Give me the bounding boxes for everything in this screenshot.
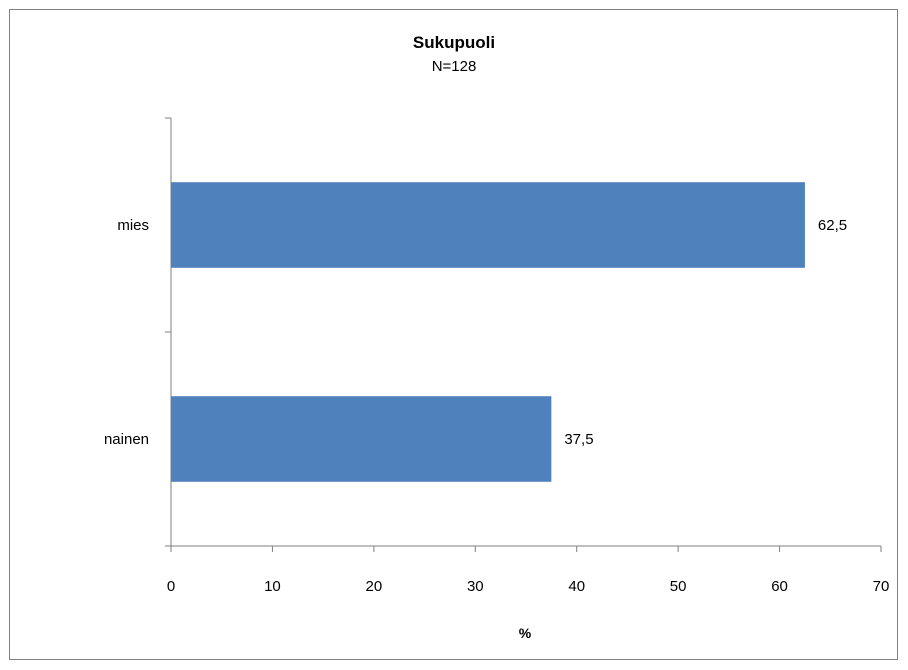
chart-subtitle: N=128 bbox=[431, 58, 477, 75]
bars-group bbox=[171, 182, 805, 482]
x-axis-title: % bbox=[519, 625, 532, 641]
x-tick-label: 30 bbox=[467, 578, 484, 595]
labels-group: mies 62,5 nainen 37,5 0 10 20 30 40 50 60 70 bbox=[104, 217, 889, 595]
chart-frame bbox=[9, 9, 898, 660]
bar-nainen bbox=[171, 396, 552, 482]
data-label-mies: 62,5 bbox=[818, 217, 847, 234]
category-label-nainen: nainen bbox=[104, 431, 149, 448]
chart-title: Sukupuoli bbox=[412, 33, 496, 52]
x-tick-label: 50 bbox=[670, 578, 687, 595]
category-label-mies: mies bbox=[117, 217, 149, 234]
x-tick-label: 10 bbox=[264, 578, 281, 595]
data-label-nainen: 37,5 bbox=[564, 431, 593, 448]
x-tick-label: 40 bbox=[568, 578, 585, 595]
x-tick-label: 0 bbox=[167, 578, 175, 595]
axes-group bbox=[165, 117, 882, 552]
x-tick-label: 70 bbox=[873, 578, 890, 595]
x-tick-label: 20 bbox=[366, 578, 383, 595]
x-tick-label: 60 bbox=[771, 578, 788, 595]
bar-mies bbox=[171, 182, 805, 268]
